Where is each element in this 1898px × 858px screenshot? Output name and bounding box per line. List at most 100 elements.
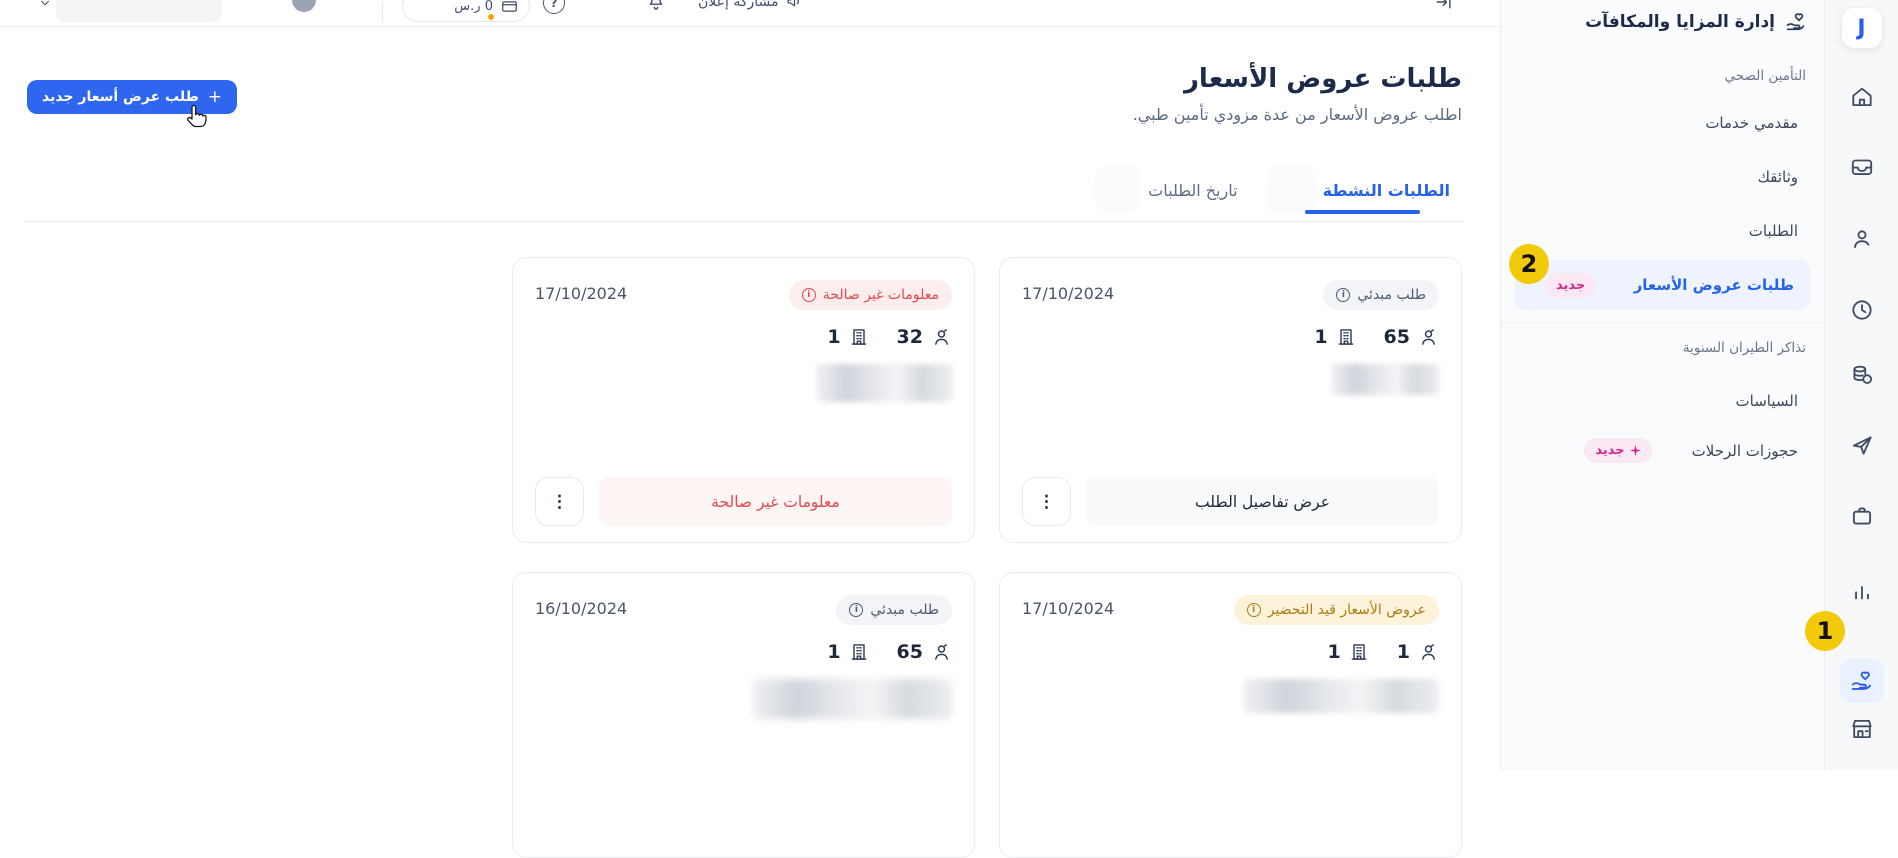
page-title: طلبات عروض الأسعار <box>1183 64 1462 94</box>
sparkle-icon <box>1629 445 1641 456</box>
flight-bookings-label: حجوزات الرحلات <box>1691 441 1798 460</box>
new-quote-request-button[interactable]: + طلب عرض أسعار جديد <box>27 80 238 114</box>
wallet-balance-pill[interactable]: 0 ر.س <box>402 0 530 22</box>
organizations-stat: 1 <box>827 641 868 663</box>
organizations-stat: 1 <box>1328 641 1369 663</box>
view-request-details-button[interactable]: عرض تفاصيل الطلب <box>1086 477 1439 526</box>
status-badge: عروض الأسعار قيد التحضير i <box>1233 595 1439 625</box>
sidebar-item-requests[interactable]: الطلبات <box>1748 222 1798 240</box>
building-icon <box>1351 644 1367 660</box>
status-label: عروض الأسعار قيد التحضير <box>1267 602 1426 618</box>
kebab-menu-button[interactable]: ⋮ <box>1022 477 1071 526</box>
active-tab-underline <box>1305 210 1420 214</box>
info-icon[interactable]: i <box>849 603 864 617</box>
mouse-cursor <box>187 104 207 128</box>
employees-icon[interactable] <box>1849 226 1875 252</box>
redacted-company-name <box>752 679 952 719</box>
building-icon <box>1338 329 1353 345</box>
benefits-sidebar: إدارة المزايا والمكافآت التأمين الصحي مق… <box>1500 0 1824 770</box>
members-stat: 65 <box>1384 326 1439 348</box>
tab-active-label: الطلبات النشطة <box>1322 180 1450 200</box>
main-content: 0 ر.س ? مشاركة إعلان طلبات عروض الأسعار … <box>0 0 1500 858</box>
help-icon[interactable]: ? <box>543 0 565 14</box>
status-badge: معلومات غير صالحة i <box>788 280 952 310</box>
app-icon-rail: J <box>1824 0 1898 770</box>
chevron-down-icon[interactable] <box>38 0 52 10</box>
redacted-company-name <box>1243 679 1439 713</box>
marketplace-icon[interactable] <box>1849 716 1875 742</box>
briefcase-icon[interactable] <box>1849 503 1875 529</box>
members-count: 32 <box>896 326 923 348</box>
section-health-insurance: التأمين الصحي <box>1724 68 1806 84</box>
status-badge: طلب مبدئي i <box>836 595 952 625</box>
organizations-stat: 1 <box>827 326 868 348</box>
bell-icon[interactable] <box>646 0 666 12</box>
section-annual-flight-tickets: تذاكر الطيران السنوية <box>1682 340 1806 356</box>
quote-request-card: طلب مبدئي i 16/10/2024 65 1 <box>512 572 975 858</box>
organizations-stat: 1 <box>1314 326 1355 348</box>
building-icon <box>851 329 866 345</box>
organizations-count: 1 <box>1314 326 1328 348</box>
members-stat: 65 <box>897 641 952 663</box>
analytics-icon[interactable] <box>1849 580 1875 606</box>
kebab-menu-button[interactable]: ⋮ <box>535 477 584 526</box>
sidebar-item-service-providers[interactable]: مقدمي خدمات <box>1705 114 1798 132</box>
sidebar-title-row: إدارة المزايا والمكافآت <box>1501 10 1824 34</box>
collapse-sidebar-icon[interactable] <box>1434 0 1454 12</box>
sidebar-item-quote-requests-active[interactable]: طلبات عروض الأسعار جديد <box>1515 260 1810 310</box>
info-icon[interactable]: i <box>1246 603 1261 617</box>
members-count: 1 <box>1396 641 1410 663</box>
clock-icon[interactable] <box>1849 297 1875 323</box>
members-count: 65 <box>896 641 923 663</box>
sidebar-item-your-documents[interactable]: وثائقك <box>1757 168 1798 186</box>
payroll-coins-icon[interactable] <box>1849 362 1875 388</box>
share-announcement-button[interactable]: مشاركة إعلان <box>698 0 803 10</box>
tab-history-label: تاريخ الطلبات <box>1148 180 1238 200</box>
plus-icon: + <box>207 86 223 107</box>
share-announcement-label: مشاركة إعلان <box>698 0 779 10</box>
megaphone-icon <box>787 0 799 7</box>
request-date: 17/10/2024 <box>1022 284 1115 303</box>
rocket-icon[interactable] <box>1849 432 1875 458</box>
sidebar-divider <box>1501 322 1824 323</box>
avatar[interactable] <box>292 0 316 12</box>
top-bar: 0 ر.س ? مشاركة إعلان <box>0 0 1500 27</box>
wallet-amount: 0 ر.س <box>454 0 493 14</box>
redacted-tab-count <box>1269 170 1312 210</box>
annotation-step-2: 2 <box>1509 244 1549 284</box>
quote-requests-label: طلبات عروض الأسعار <box>1633 276 1794 294</box>
quote-request-card: عروض الأسعار قيد التحضير i 17/10/2024 1 … <box>999 572 1462 858</box>
jisr-logo[interactable]: J <box>1841 8 1882 48</box>
tab-active-requests[interactable]: الطلبات النشطة <box>1269 170 1450 210</box>
home-icon[interactable] <box>1849 84 1875 110</box>
tab-request-history[interactable]: تاريخ الطلبات <box>1099 170 1238 210</box>
invalid-information-button[interactable]: معلومات غير صالحة <box>599 477 952 526</box>
status-label: معلومات غير صالحة <box>822 287 939 303</box>
wallet-icon <box>502 0 517 12</box>
hand-heart-icon <box>1851 671 1871 690</box>
status-label: طلب مبدئي <box>870 602 939 618</box>
building-icon <box>851 644 866 660</box>
header-divider <box>25 221 1464 222</box>
sidebar-title: إدارة المزايا والمكافآت <box>1585 12 1775 32</box>
info-icon[interactable]: i <box>1336 288 1351 302</box>
sidebar-item-policies[interactable]: السياسات <box>1735 392 1798 410</box>
new-badge: جديد <box>1545 272 1597 298</box>
members-icon <box>1422 328 1435 345</box>
redacted-company-name <box>1331 364 1439 395</box>
status-label: طلب مبدئي <box>1357 287 1426 303</box>
quote-request-card-grid: طلب مبدئي i 17/10/2024 65 1 عرض تفاصيل ا… <box>512 257 1462 858</box>
new-badge-sparkle: جديد <box>1584 438 1652 463</box>
redacted-tab-count <box>1099 170 1138 210</box>
inbox-icon[interactable] <box>1849 154 1875 180</box>
members-count: 65 <box>1383 326 1410 348</box>
request-date: 16/10/2024 <box>535 599 628 618</box>
sidebar-item-flight-bookings[interactable]: حجوزات الرحلات جديد <box>1501 438 1824 463</box>
quote-request-card: معلومات غير صالحة i 17/10/2024 32 1 معلو… <box>512 257 975 543</box>
request-date: 17/10/2024 <box>1022 599 1115 618</box>
hand-heart-icon <box>1786 13 1805 31</box>
benefits-icon-active[interactable] <box>1839 659 1884 703</box>
quote-request-card: طلب مبدئي i 17/10/2024 65 1 عرض تفاصيل ا… <box>999 257 1462 543</box>
members-icon <box>1422 643 1435 660</box>
info-icon[interactable]: i <box>801 288 816 302</box>
